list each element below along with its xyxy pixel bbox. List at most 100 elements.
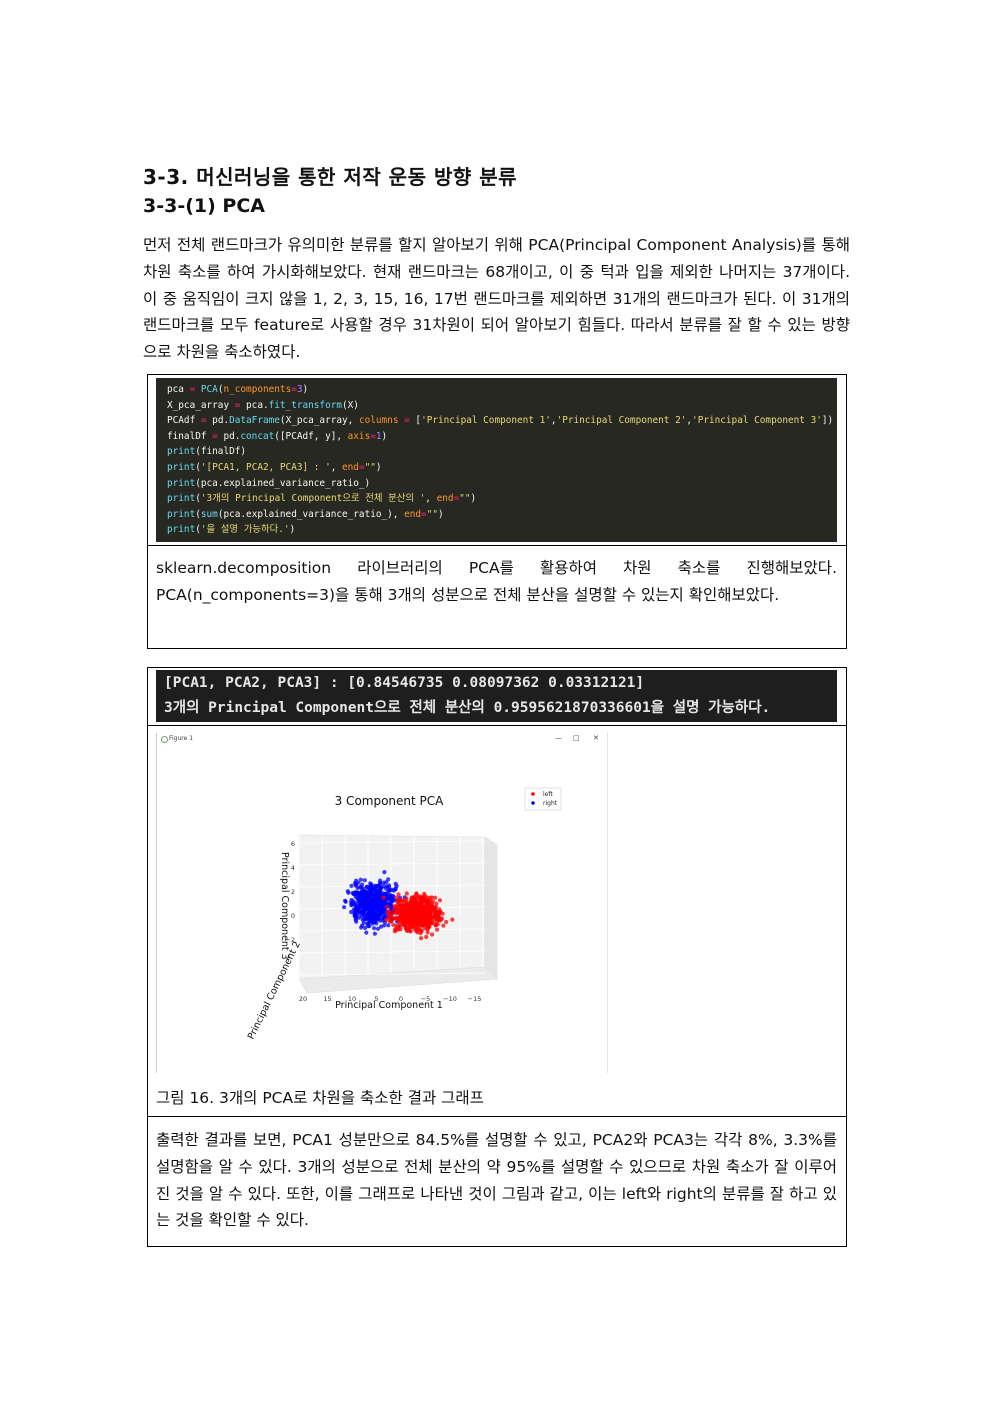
scatter-point-left bbox=[419, 929, 424, 934]
x-tick-label: 5 bbox=[374, 995, 378, 1003]
data-points bbox=[342, 870, 455, 941]
legend-marker-right bbox=[531, 801, 535, 805]
scatter-point-left bbox=[386, 915, 391, 920]
divider bbox=[148, 545, 846, 546]
code-line: print(pca.explained_variance_ratio_) bbox=[167, 477, 371, 489]
scatter-point-left bbox=[434, 901, 439, 906]
result-description: 출력한 결과를 보면, PCA1 성분만으로 84.5%를 설명할 수 있고, … bbox=[156, 1131, 837, 1230]
scatter-point-right bbox=[381, 906, 387, 911]
grid-line bbox=[298, 950, 486, 954]
scatter-point-left bbox=[404, 927, 409, 932]
intro-paragraph: 먼저 전체 랜드마크가 유의미한 분류를 할지 알아보기 위해 PCA(Prin… bbox=[143, 236, 850, 362]
grid-line bbox=[298, 928, 486, 932]
scatter-point-left bbox=[415, 927, 420, 932]
z-tick-label: 4 bbox=[291, 864, 295, 872]
grid-line bbox=[298, 972, 486, 976]
scatter-point-left bbox=[396, 909, 401, 914]
x-tick-label: −15 bbox=[468, 995, 482, 1003]
scatter-point-left bbox=[430, 932, 435, 937]
scatter-point-left bbox=[398, 904, 403, 909]
scatter-point-left bbox=[437, 918, 443, 923]
scatter-point-right bbox=[357, 904, 362, 909]
scatter-point-right bbox=[393, 881, 398, 886]
minimize-icon[interactable]: — bbox=[555, 734, 562, 742]
scatter-point-right bbox=[365, 915, 370, 920]
scatter-point-left bbox=[444, 919, 449, 925]
scatter-point-left bbox=[425, 930, 430, 935]
x-tick-label: 20 bbox=[299, 995, 307, 1003]
scatter-point-left bbox=[422, 891, 427, 896]
scatter-point-left bbox=[396, 892, 401, 897]
code-line: print(sum(pca.explained_variance_ratio_)… bbox=[167, 508, 444, 520]
close-icon[interactable]: ✕ bbox=[593, 734, 599, 742]
z-tick-label: −2 bbox=[285, 936, 295, 944]
scatter-point-right bbox=[368, 883, 373, 888]
scatter-point-right bbox=[393, 887, 398, 892]
scatter-point-left bbox=[409, 924, 414, 929]
side-pane bbox=[484, 836, 498, 980]
scatter-point-right bbox=[372, 926, 377, 931]
code-description: sklearn.decomposition 라이브러리의 PCA를 활용하여 차… bbox=[156, 559, 837, 604]
scatter-point-right bbox=[375, 926, 381, 931]
scatter-point-left bbox=[408, 929, 413, 934]
code-line: print('을 설명 가능하다.') bbox=[167, 524, 296, 536]
scatter-point-right bbox=[353, 917, 358, 922]
scatter-point-right bbox=[343, 898, 348, 903]
scatter-point-right bbox=[391, 894, 396, 899]
x-tick-label: 0 bbox=[399, 995, 403, 1003]
legend: left right bbox=[524, 787, 562, 811]
scatter-point-left bbox=[433, 895, 438, 900]
scatter-point-left bbox=[427, 924, 432, 929]
z-tick-label: 6 bbox=[291, 840, 295, 848]
scatter-point-left bbox=[381, 895, 386, 900]
divider bbox=[148, 1116, 846, 1117]
scatter-point-right bbox=[359, 925, 364, 930]
grid-line bbox=[298, 840, 486, 844]
scatter-point-left bbox=[406, 910, 411, 916]
z-axis-label: Principal Component 3 bbox=[279, 852, 290, 960]
scatter-point-right bbox=[373, 883, 378, 888]
z-tick-labels: 6 4 2 0 −2 bbox=[285, 840, 295, 944]
scatter-point-right bbox=[349, 883, 354, 888]
scatter-point-right bbox=[384, 880, 389, 885]
scatter-point-right bbox=[358, 877, 363, 882]
code-box: pca = PCA(n_components=3) X_pca_array = … bbox=[147, 374, 847, 649]
subsection-heading: 3-3-(1) PCA bbox=[143, 195, 265, 217]
scatter-point-right bbox=[349, 903, 354, 908]
scatter-point-right bbox=[361, 886, 366, 891]
code-line: PCAdf = pd.DataFrame(X_pca_array, column… bbox=[167, 415, 834, 427]
scatter-point-left bbox=[422, 910, 427, 915]
output-line: [PCA1, PCA2, PCA3] : [0.84546735 0.08097… bbox=[164, 675, 645, 691]
scatter-point-left bbox=[401, 906, 407, 911]
legend-label-right: right bbox=[543, 800, 558, 807]
scatter-point-right bbox=[379, 909, 384, 915]
scatter-point-left bbox=[385, 904, 390, 909]
maximize-icon[interactable]: □ bbox=[573, 734, 580, 742]
scatter-point-left bbox=[420, 923, 425, 928]
scatter-point-right bbox=[364, 907, 369, 912]
scatter-point-right bbox=[372, 931, 377, 936]
scatter-point-right bbox=[370, 921, 375, 926]
scatter-point-right bbox=[360, 910, 365, 915]
z-tick-label: 2 bbox=[291, 888, 295, 896]
scatter-point-left bbox=[435, 927, 440, 932]
code-line: print('[PCA1, PCA2, PCA3] : ', end="") bbox=[167, 461, 382, 473]
grid-line bbox=[298, 884, 486, 888]
scatter-point-right bbox=[364, 930, 369, 935]
scatter-point-right bbox=[375, 892, 380, 897]
output-line: 3개의 Principal Component으로 전체 분산의 0.95956… bbox=[164, 700, 771, 716]
figure-titlebar: Figure 1 — □ ✕ bbox=[157, 733, 607, 747]
figure-window: Figure 1 — □ ✕ 3 Component PCA left righ… bbox=[156, 733, 608, 1073]
legend-label-left: left bbox=[543, 791, 553, 798]
scatter-point-right bbox=[360, 882, 365, 887]
scatter-point-right bbox=[374, 902, 380, 907]
x-tick-label: 15 bbox=[323, 995, 331, 1003]
scatter-point-right bbox=[349, 909, 354, 915]
scatter-point-left bbox=[426, 915, 431, 920]
scatter-point-right bbox=[345, 889, 350, 894]
scatter-point-left bbox=[407, 920, 412, 925]
scatter-point-left bbox=[413, 911, 419, 916]
scatter-point-right bbox=[378, 892, 383, 897]
scatter-point-right bbox=[349, 897, 354, 903]
scatter-point-left bbox=[409, 902, 414, 907]
